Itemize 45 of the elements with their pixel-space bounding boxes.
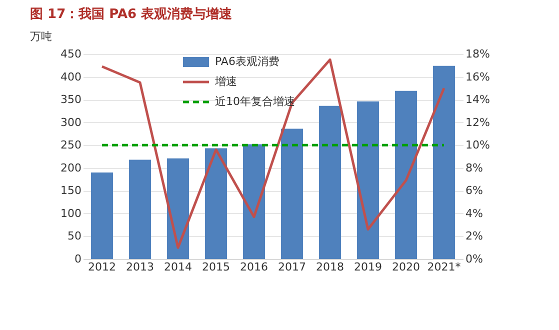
y-tick-label: 150 bbox=[60, 184, 82, 198]
y2-tick-label: 2% bbox=[466, 230, 483, 243]
x-tick-label: 2020 bbox=[392, 260, 420, 274]
y2-tick-label: 12% bbox=[466, 116, 490, 129]
y2-tick-label: 18% bbox=[466, 48, 490, 60]
y-tick-label: 100 bbox=[60, 206, 82, 220]
y-tick-label: 50 bbox=[68, 230, 82, 243]
x-tick-label: 2014 bbox=[164, 260, 192, 274]
bar bbox=[90, 172, 114, 259]
y2-tick-label: 0% bbox=[466, 252, 483, 266]
y2-tick-label: 16% bbox=[466, 70, 490, 84]
legend-label: 增速 bbox=[214, 75, 237, 88]
bar bbox=[204, 148, 228, 259]
x-tick-label: 2017 bbox=[278, 260, 306, 274]
y2-tick-label: 6% bbox=[466, 184, 483, 198]
y-tick-label: 400 bbox=[60, 70, 82, 84]
x-tick-label: 2019 bbox=[354, 260, 382, 274]
x-tick-label: 2015 bbox=[202, 260, 230, 274]
x-tick-label: 2016 bbox=[240, 260, 268, 274]
y2-tick-label: 10% bbox=[466, 138, 490, 152]
bar bbox=[394, 90, 418, 259]
y-tick-label: 450 bbox=[60, 48, 82, 60]
legend-label: PA6表观消费 bbox=[215, 55, 280, 68]
y-tick-label: 200 bbox=[60, 161, 82, 174]
y-tick-label: 350 bbox=[60, 93, 82, 106]
x-tick-label: 2013 bbox=[126, 260, 154, 274]
y2-tick-label: 14% bbox=[466, 93, 490, 106]
bar bbox=[242, 144, 266, 259]
x-tick-label: 2018 bbox=[316, 260, 344, 274]
bar bbox=[318, 106, 342, 259]
x-tick-label: 2012 bbox=[88, 260, 116, 274]
bar bbox=[128, 160, 152, 259]
bar bbox=[166, 158, 190, 259]
bar bbox=[432, 66, 456, 259]
y-tick-label: 0 bbox=[74, 252, 82, 266]
chart-title: 图 17：我国 PA6 表观消费与增速 bbox=[30, 6, 234, 22]
bar bbox=[280, 128, 304, 259]
y-tick-label: 300 bbox=[60, 116, 82, 129]
y2-tick-label: 8% bbox=[466, 161, 483, 174]
x-tick-label: 2021* bbox=[427, 260, 462, 274]
y-tick-label: 250 bbox=[60, 138, 82, 152]
bar bbox=[356, 101, 380, 259]
line-series bbox=[100, 58, 446, 249]
y-axis-title: 万吨 bbox=[30, 30, 52, 43]
y2-tick-label: 4% bbox=[466, 206, 483, 220]
